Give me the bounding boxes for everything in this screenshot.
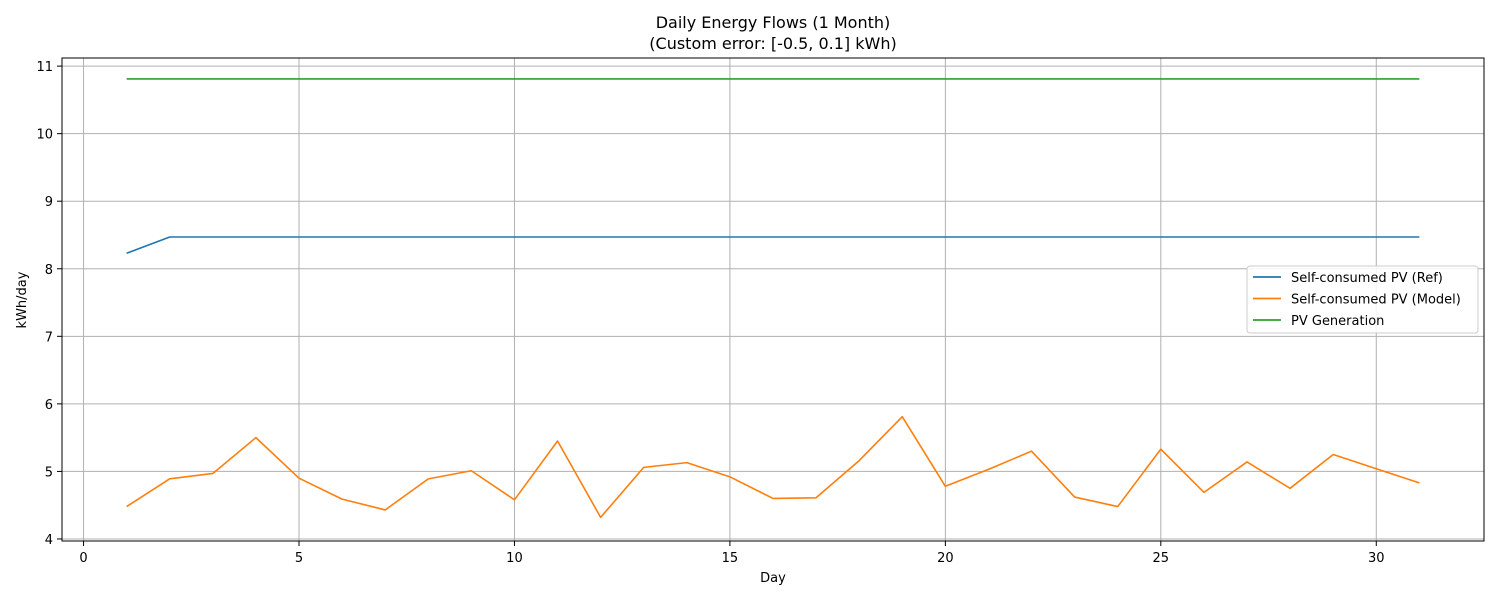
y-tick-label: 6 (45, 398, 53, 413)
series-line-1 (126, 415, 1420, 519)
legend: Self-consumed PV (Ref) Self-consumed PV (… (1246, 265, 1479, 334)
legend-label-1: Self-consumed PV (Model) (1291, 293, 1461, 308)
x-tick-label: 25 (1153, 551, 1170, 566)
series-line-0 (126, 236, 1420, 254)
x-tick-label: 10 (506, 551, 523, 566)
y-tick-label: 7 (45, 330, 53, 345)
y-axis-label: kWh/day (15, 271, 30, 328)
y-tick-label: 11 (36, 60, 53, 75)
grid-layer (62, 58, 1484, 541)
x-tick-label: 30 (1368, 551, 1385, 566)
y-tick-label: 5 (45, 465, 53, 480)
y-tick-label: 4 (45, 533, 53, 548)
x-tick-label: 5 (295, 551, 303, 566)
chart-title: Daily Energy Flows (1 Month) (656, 13, 891, 32)
plot-frame (61, 57, 1485, 542)
y-tick-label: 10 (36, 128, 53, 143)
legend-entries: Self-consumed PV (Ref) Self-consumed PV (… (1253, 271, 1461, 329)
y-tick-label: 9 (45, 195, 53, 210)
series-layer (126, 78, 1420, 519)
ticks-layer: 0 5 10 15 20 25 30 4 5 6 7 8 9 10 11 (36, 60, 1384, 566)
legend-label-0: Self-consumed PV (Ref) (1291, 271, 1443, 286)
x-tick-label: 20 (937, 551, 954, 566)
x-tick-label: 15 (722, 551, 739, 566)
legend-label-2: PV Generation (1291, 314, 1384, 329)
x-tick-label: 0 (79, 551, 87, 566)
x-axis-label: Day (760, 571, 786, 586)
chart-subtitle: (Custom error: [-0.5, 0.1] kWh) (649, 34, 896, 53)
legend-box (1246, 265, 1479, 334)
y-tick-label: 8 (45, 263, 53, 278)
